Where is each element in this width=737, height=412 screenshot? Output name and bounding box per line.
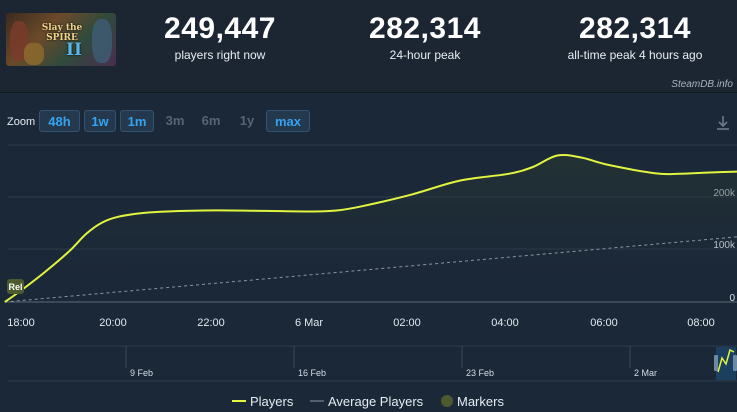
legend-item-players[interactable]: Players [232, 394, 294, 409]
chart-legend: Players Average Players Markers [232, 394, 504, 409]
zoom-label: Zoom [7, 116, 36, 128]
x-tick-label: 22:00 [197, 317, 225, 329]
game-logo: Slay the SPIRE [41, 23, 83, 43]
current-players-stat: 249,447 players right now [150, 12, 290, 62]
release-marker[interactable]: Rel [7, 279, 24, 294]
navigator-handle-right[interactable] [733, 355, 737, 371]
marker-label: Rel [8, 282, 22, 292]
zoom-1w-button[interactable]: 1w [84, 110, 116, 132]
navigator[interactable]: 9 Feb 16 Feb 23 Feb 2 Mar [8, 345, 737, 382]
current-players-value: 249,447 [164, 12, 276, 45]
x-tick-label: 04:00 [491, 317, 519, 329]
game-header-image[interactable]: Slay the SPIRE II [6, 13, 116, 66]
all-time-peak-value: 282,314 [579, 12, 691, 45]
navigator-tick-label: 2 Mar [634, 368, 657, 378]
zoom-max-button[interactable]: max [266, 110, 310, 132]
zoom-1m-button[interactable]: 1m [120, 110, 154, 132]
zoom-1y-button: 1y [239, 113, 255, 128]
legend-item-average-players[interactable]: Average Players [310, 394, 424, 409]
navigator-handle-left[interactable] [714, 355, 718, 371]
players-area [4, 154, 737, 302]
legend-item-markers[interactable]: Markers [441, 394, 504, 409]
art-figure [24, 43, 44, 65]
x-tick-label: 06:00 [590, 317, 618, 329]
game-logo-numeral: II [66, 40, 82, 60]
art-figure [92, 19, 112, 63]
legend-label: Markers [457, 394, 504, 409]
zoom-48h-button[interactable]: 48h [39, 110, 80, 132]
peak-24h-value: 282,314 [369, 12, 481, 45]
download-icon[interactable] [714, 114, 732, 132]
legend-label: Players [250, 394, 294, 409]
marker-badge [7, 279, 24, 294]
all-time-peak-stat: 282,314 all-time peak 4 hours ago [555, 12, 715, 62]
peak-24h-stat: 282,314 24-hour peak [355, 12, 495, 62]
art-figure [10, 21, 28, 61]
legend-swatch [441, 395, 453, 407]
all-time-peak-label: all-time peak 4 hours ago [567, 48, 703, 62]
x-tick-label: 08:00 [687, 317, 715, 329]
navigator-tick-label: 16 Feb [298, 368, 326, 378]
navigator-tick-label: 23 Feb [466, 368, 494, 378]
header-divider [0, 92, 737, 93]
x-tick-label: 02:00 [393, 317, 421, 329]
source-credit[interactable]: SteamDB.info [671, 79, 733, 90]
zoom-3m-button: 3m [165, 113, 185, 128]
navigator-mini-line [717, 348, 735, 373]
x-tick-label: 18:00 [7, 317, 35, 329]
x-tick-label: 20:00 [99, 317, 127, 329]
x-tick-label: 6 Mar [295, 317, 323, 329]
current-players-label: players right now [174, 48, 266, 62]
players-line[interactable] [4, 153, 737, 303]
zoom-6m-button: 6m [201, 113, 221, 128]
navigator-tick-label: 9 Feb [130, 368, 153, 378]
peak-24h-label: 24-hour peak [389, 48, 461, 62]
legend-label: Average Players [328, 394, 424, 409]
stats-header: Slay the SPIRE II 249,447 players right … [0, 0, 737, 92]
